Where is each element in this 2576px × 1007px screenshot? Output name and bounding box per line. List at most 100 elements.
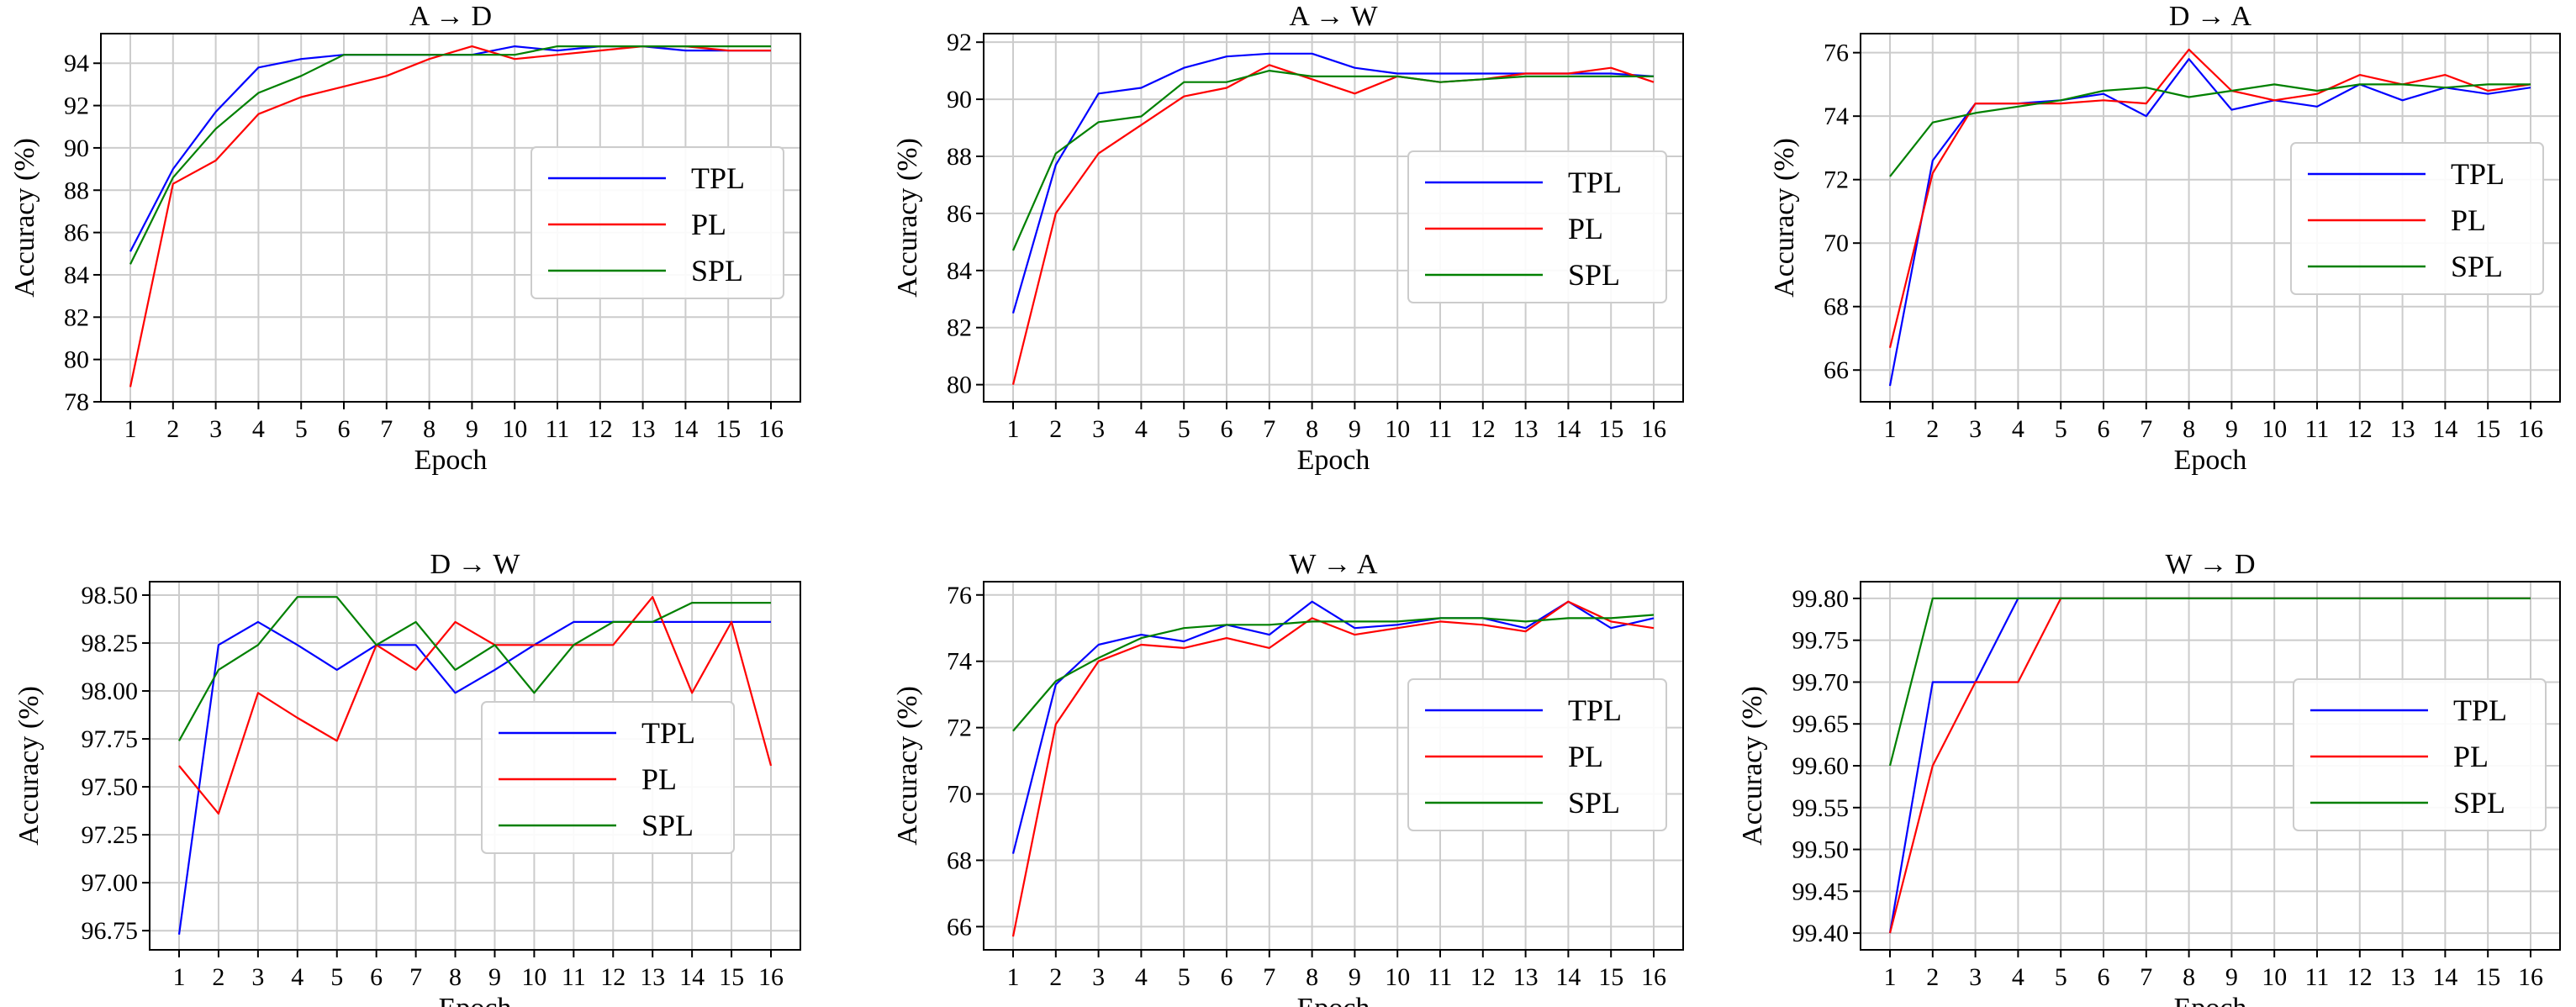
y-tick-label: 99.70 <box>1792 668 1850 696</box>
plot-frame <box>1860 33 2561 403</box>
series-line-spl <box>1012 614 1655 732</box>
x-tick-label: 4 <box>1135 963 1148 991</box>
x-tick-label: 11 <box>2305 415 2330 443</box>
plot-frame <box>983 581 1684 951</box>
y-tick-label: 72 <box>947 714 972 742</box>
chart-title: D → A <box>2169 1 2252 32</box>
x-tick-label: 2 <box>166 415 179 443</box>
y-tick-label: 98.25 <box>82 630 139 657</box>
legend-label-tpl: TPL <box>641 716 695 750</box>
x-tick-label: 8 <box>449 963 462 991</box>
x-tick-label: 11 <box>546 415 570 443</box>
x-tick-label: 14 <box>2432 415 2457 443</box>
y-tick-label: 92 <box>64 92 89 120</box>
x-tick-label: 5 <box>330 963 343 991</box>
x-tick-label: 4 <box>2012 963 2024 991</box>
legend-box <box>2290 142 2544 295</box>
x-tick-label: 6 <box>1221 415 1233 443</box>
x-tick-label: 1 <box>1007 415 1020 443</box>
x-tick-label: 11 <box>562 963 586 991</box>
y-tick-label: 99.75 <box>1792 627 1850 655</box>
x-tick-label: 8 <box>2183 963 2195 991</box>
series-line-pl <box>178 596 773 815</box>
legend-label-spl: SPL <box>1568 786 1620 820</box>
y-tick-label: 97.25 <box>82 821 139 849</box>
y-tick-label: 97.50 <box>82 773 139 801</box>
x-tick-label: 6 <box>2098 963 2110 991</box>
legend: TPL PL SPL <box>1407 150 1667 303</box>
x-tick-label: 14 <box>1555 415 1581 443</box>
legend-label-pl: PL <box>641 762 677 796</box>
y-tick-label: 99.40 <box>1792 920 1850 947</box>
x-tick-label: 6 <box>1221 963 1233 991</box>
x-tick-label: 11 <box>1428 415 1453 443</box>
legend-label-tpl: TPL <box>1568 693 1622 727</box>
y-axis-label: Accuracy (%) <box>1769 138 1800 298</box>
series-line-spl <box>1888 597 2531 767</box>
y-tick-label: 99.65 <box>1792 710 1850 738</box>
y-tick-label: 88 <box>64 177 89 204</box>
legend-label-pl: PL <box>2451 203 2486 237</box>
chart-title: W → A <box>1289 549 1378 580</box>
x-tick-label: 2 <box>212 963 224 991</box>
x-tick-label: 4 <box>252 415 265 443</box>
x-tick-label: 13 <box>2390 415 2415 443</box>
legend-label-tpl: TPL <box>1568 166 1622 199</box>
x-tick-label: 10 <box>502 415 527 443</box>
legend-box <box>531 146 784 299</box>
x-tick-label: 15 <box>1598 963 1623 991</box>
legend-label-tpl: TPL <box>2451 157 2505 191</box>
y-tick-label: 99.50 <box>1792 836 1850 864</box>
x-tick-label: 12 <box>2347 415 2373 443</box>
legend-label-pl: PL <box>1568 740 1603 773</box>
y-tick-label: 76 <box>947 582 972 609</box>
y-tick-label: 94 <box>64 50 89 77</box>
y-tick-label: 80 <box>64 346 89 374</box>
legend-box <box>1407 150 1667 303</box>
chart-title: A → D <box>409 1 492 32</box>
legend-label-spl: SPL <box>2451 250 2503 283</box>
x-tick-label: 14 <box>2432 963 2457 991</box>
x-axis-label: Epoch <box>2174 445 2247 476</box>
x-tick-label: 6 <box>338 415 351 443</box>
y-tick-label: 70 <box>947 781 972 809</box>
legend: TPL PL SPL <box>1407 678 1667 831</box>
x-tick-label: 15 <box>719 963 744 991</box>
x-axis-label: Epoch <box>1297 993 1370 1007</box>
x-tick-label: 13 <box>640 963 665 991</box>
x-tick-label: 9 <box>2225 963 2238 991</box>
series-line-spl <box>129 45 771 265</box>
x-tick-label: 13 <box>631 415 656 443</box>
x-tick-label: 3 <box>1092 415 1105 443</box>
x-tick-label: 10 <box>2262 963 2287 991</box>
x-tick-label: 11 <box>1428 963 1453 991</box>
x-tick-label: 8 <box>423 415 435 443</box>
y-tick-label: 88 <box>947 143 972 171</box>
x-tick-label: 2 <box>1049 963 1062 991</box>
y-tick-label: 82 <box>64 303 89 331</box>
x-tick-label: 12 <box>588 415 613 443</box>
y-tick-label: 84 <box>64 261 89 289</box>
x-tick-label: 1 <box>1884 415 1897 443</box>
legend-label-spl: SPL <box>1568 258 1620 292</box>
legend: TPL PL SPL <box>2290 142 2544 295</box>
x-tick-label: 1 <box>124 415 137 443</box>
x-tick-label: 9 <box>466 415 478 443</box>
legend-label-spl: SPL <box>2453 786 2505 820</box>
x-tick-label: 5 <box>1178 415 1190 443</box>
y-tick-label: 72 <box>1824 166 1849 194</box>
x-tick-label: 7 <box>2140 963 2152 991</box>
x-tick-label: 14 <box>673 415 698 443</box>
x-tick-label: 11 <box>2305 963 2330 991</box>
x-tick-label: 5 <box>1178 963 1190 991</box>
x-tick-label: 12 <box>1470 963 1496 991</box>
series-line-pl <box>1011 600 1655 937</box>
y-tick-label: 66 <box>947 913 972 941</box>
x-tick-label: 5 <box>2055 415 2067 443</box>
chart-title: W → D <box>2165 549 2255 580</box>
y-tick-label: 84 <box>947 257 972 285</box>
plot-frame <box>149 581 801 951</box>
y-tick-label: 80 <box>947 372 972 399</box>
legend: TPL PL SPL <box>2293 678 2547 831</box>
y-axis-label: Accuracy (%) <box>1737 686 1768 846</box>
